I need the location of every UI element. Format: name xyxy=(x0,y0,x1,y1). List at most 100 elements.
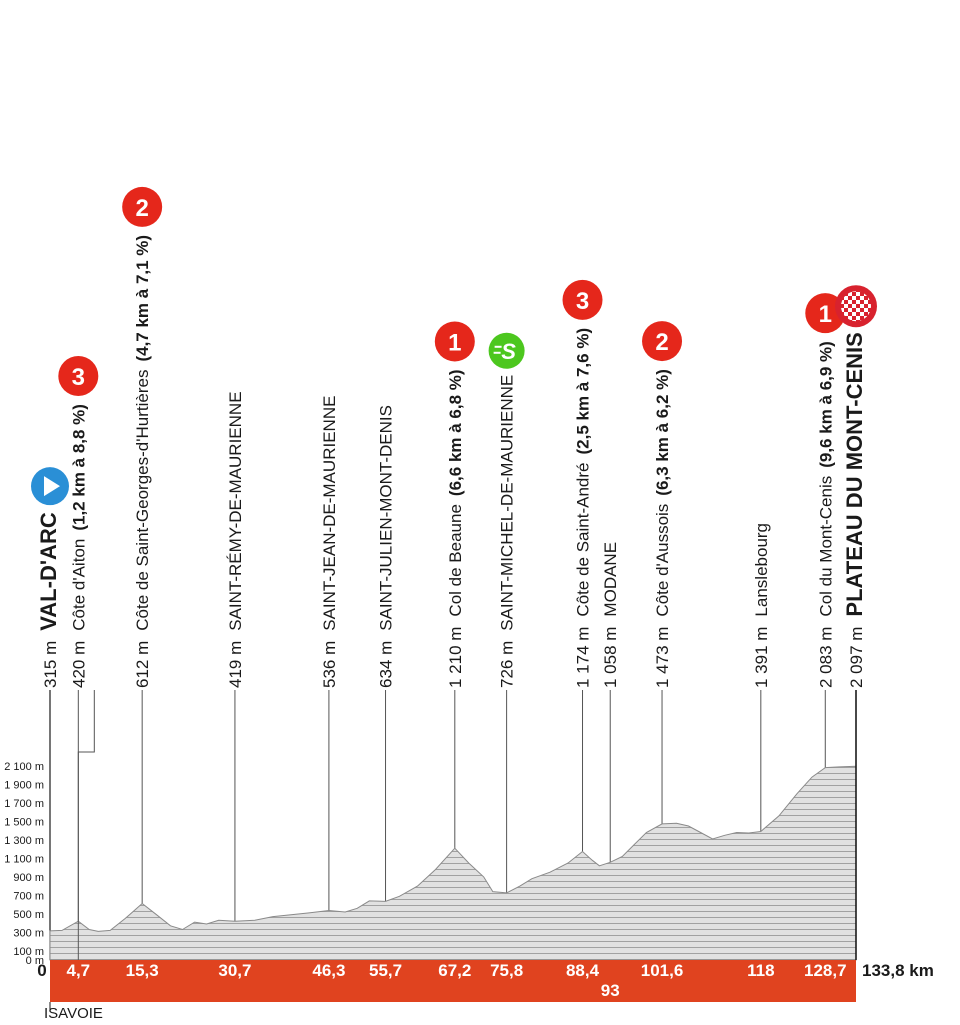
landmark-name: Côte d'Aiton xyxy=(69,539,88,631)
y-tick-label: 1 900 m xyxy=(4,779,44,791)
landmark-altitude: 1 210 m xyxy=(446,627,465,688)
landmark-label: 1 210 m Col de Beaune (6,6 km à 6,8 %) xyxy=(446,369,465,688)
climb-category-number: 2 xyxy=(135,195,148,222)
landmark-label: 726 m SAINT-MICHEL-DE-MAURIENNE xyxy=(498,375,517,688)
y-tick-label: 500 m xyxy=(13,909,44,921)
landmark-label: 419 m SAINT-RÉMY-DE-MAURIENNE xyxy=(226,391,245,688)
climb-category-number: 3 xyxy=(72,364,85,391)
landmark-altitude: 2 097 m xyxy=(847,627,866,688)
x-tick-label: 4,7 xyxy=(66,961,90,980)
landmark-climb: (6,3 km à 6,2 %) xyxy=(653,369,672,496)
landmark-labels: 315 m VAL-D'ARC 420 m Côte d'Aiton (1,2 km à… xyxy=(36,235,867,688)
x-tick-label: 133,8 km xyxy=(862,961,934,980)
y-tick-label: 100 m xyxy=(13,946,44,958)
landmark-altitude: 419 m xyxy=(226,641,245,688)
region-label: ISAVOIE xyxy=(44,1005,103,1022)
climb-category-icon xyxy=(58,356,99,397)
landmark-name: Côte de Saint-André xyxy=(574,463,593,617)
climb-category-number: 1 xyxy=(448,329,461,356)
x-tick-label: 15,3 xyxy=(126,961,159,980)
y-tick-label: 0 m xyxy=(26,955,44,967)
landmark-name: Lanslebourg xyxy=(752,523,771,617)
landmark-label: 2 097 m PLATEAU DU MONT-CENIS xyxy=(842,332,867,688)
climb-category-number: 2 xyxy=(655,329,668,356)
landmark-altitude: 726 m xyxy=(498,641,517,688)
landmark-label: 1 058 m MODANE xyxy=(601,542,620,688)
landmark-label: 1 174 m Côte de Saint-André (2,5 km à 7,6 … xyxy=(574,328,593,688)
landmark-altitude: 1 473 m xyxy=(653,627,672,688)
landmark-name: SAINT-JULIEN-MONT-DENIS xyxy=(377,405,396,631)
x-axis-ticks: 0 4,7 15,3 30,7 46,3 55,7 67,2 75,8 88,493 101,6 1… xyxy=(37,961,934,1000)
landmark-altitude: 612 m xyxy=(133,641,152,688)
landmark-name: Col du Mont-Cenis xyxy=(816,476,835,617)
x-tick-label: 118 xyxy=(747,961,774,980)
landmark-label: 1 391 m Lanslebourg xyxy=(752,523,771,688)
x-tick-label: 101,6 xyxy=(641,961,684,980)
landmark-altitude: 1 391 m xyxy=(752,627,771,688)
x-tick-label: 88,4 xyxy=(566,961,600,980)
x-tick-label: 128,7 xyxy=(804,961,847,980)
y-tick-label: 1 100 m xyxy=(4,853,44,865)
climb-category-icon xyxy=(562,279,603,320)
landmark-label: 2 083 m Col du Mont-Cenis (9,6 km à 6,9 %) xyxy=(816,341,835,688)
climb-category-icon xyxy=(434,321,475,362)
y-tick-label: 900 m xyxy=(13,872,44,884)
y-tick-label: 1 700 m xyxy=(4,798,44,810)
landmark-altitude: 1 174 m xyxy=(574,627,593,688)
climb-category-number: 3 xyxy=(576,288,589,315)
play-icon xyxy=(44,476,60,497)
x-tick-label: 67,2 xyxy=(438,961,471,980)
landmark-name: Côte de Saint-Georges-d'Hurtières xyxy=(133,370,152,631)
sprint-letter: S xyxy=(501,339,516,364)
sprint-icon xyxy=(488,332,525,369)
climb-category-icon xyxy=(642,321,683,362)
landmark-name: MODANE xyxy=(601,542,620,617)
landmark-name: Col de Beaune xyxy=(446,504,465,616)
landmark-altitude: 536 m xyxy=(320,641,339,688)
landmark-label: 612 m Côte de Saint-Georges-d'Hurtières (4… xyxy=(133,235,152,688)
landmark-name: Côte d'Aussois xyxy=(653,504,672,617)
landmark-altitude: 1 058 m xyxy=(601,627,620,688)
landmark-altitude: 420 m xyxy=(69,641,88,688)
climb-category-number: 1 xyxy=(819,301,832,328)
landmark-name: SAINT-RÉMY-DE-MAURIENNE xyxy=(226,391,245,630)
landmark-climb: (2,5 km à 7,6 %) xyxy=(574,328,593,455)
landmark-label: 1 473 m Côte d'Aussois (6,3 km à 6,2 %) xyxy=(653,369,672,688)
x-tick-label: 46,3 xyxy=(312,961,345,980)
landmark-climb: (9,6 km à 6,9 %) xyxy=(816,341,835,468)
distance-bar-fill xyxy=(50,960,856,1002)
x-tick-label: 0 xyxy=(37,961,46,980)
landmark-climb: (1,2 km à 8,8 %) xyxy=(69,404,88,531)
landmark-name: VAL-D'ARC xyxy=(36,512,61,631)
y-tick-label: 1 300 m xyxy=(4,835,44,847)
landmark-name: SAINT-JEAN-DE-MAURIENNE xyxy=(320,396,339,631)
y-tick-label: 700 m xyxy=(13,890,44,902)
x-tick-label: 30,7 xyxy=(218,961,251,980)
x-tick-label: 75,8 xyxy=(490,961,523,980)
y-tick-label: 300 m xyxy=(13,927,44,939)
landmark-label: 420 m Côte d'Aiton (1,2 km à 8,8 %) xyxy=(69,404,88,688)
landmark-altitude: 2 083 m xyxy=(816,627,835,688)
x-tick-label: 93 xyxy=(601,981,620,1000)
elevation-area xyxy=(49,690,857,961)
landmark-altitude: 315 m xyxy=(41,641,60,688)
landmark-name: SAINT-MICHEL-DE-MAURIENNE xyxy=(498,375,517,631)
landmark-altitude: 634 m xyxy=(377,641,396,688)
climb-category-icon xyxy=(122,186,163,227)
aiton-marker-line xyxy=(77,690,95,960)
landmark-name: PLATEAU DU MONT-CENIS xyxy=(842,332,867,616)
y-tick-label: 1 500 m xyxy=(4,816,44,828)
landmark-climb: (6,6 km à 6,8 %) xyxy=(446,369,465,496)
landmark-badges: 3 2 1 S 3 2 1 xyxy=(31,186,877,506)
landmark-label: 536 m SAINT-JEAN-DE-MAURIENNE xyxy=(320,396,339,688)
landmark-label: 634 m SAINT-JULIEN-MONT-DENIS xyxy=(377,405,396,688)
landmark-climb: (4,7 km à 7,1 %) xyxy=(133,235,152,362)
y-tick-label: 2 100 m xyxy=(4,761,44,773)
landmark-label: 315 m VAL-D'ARC xyxy=(36,512,61,688)
checkered-flag-icon xyxy=(841,291,871,322)
x-tick-label: 55,7 xyxy=(369,961,402,980)
distance-bar xyxy=(49,960,856,1010)
elevation-profile xyxy=(49,765,857,961)
